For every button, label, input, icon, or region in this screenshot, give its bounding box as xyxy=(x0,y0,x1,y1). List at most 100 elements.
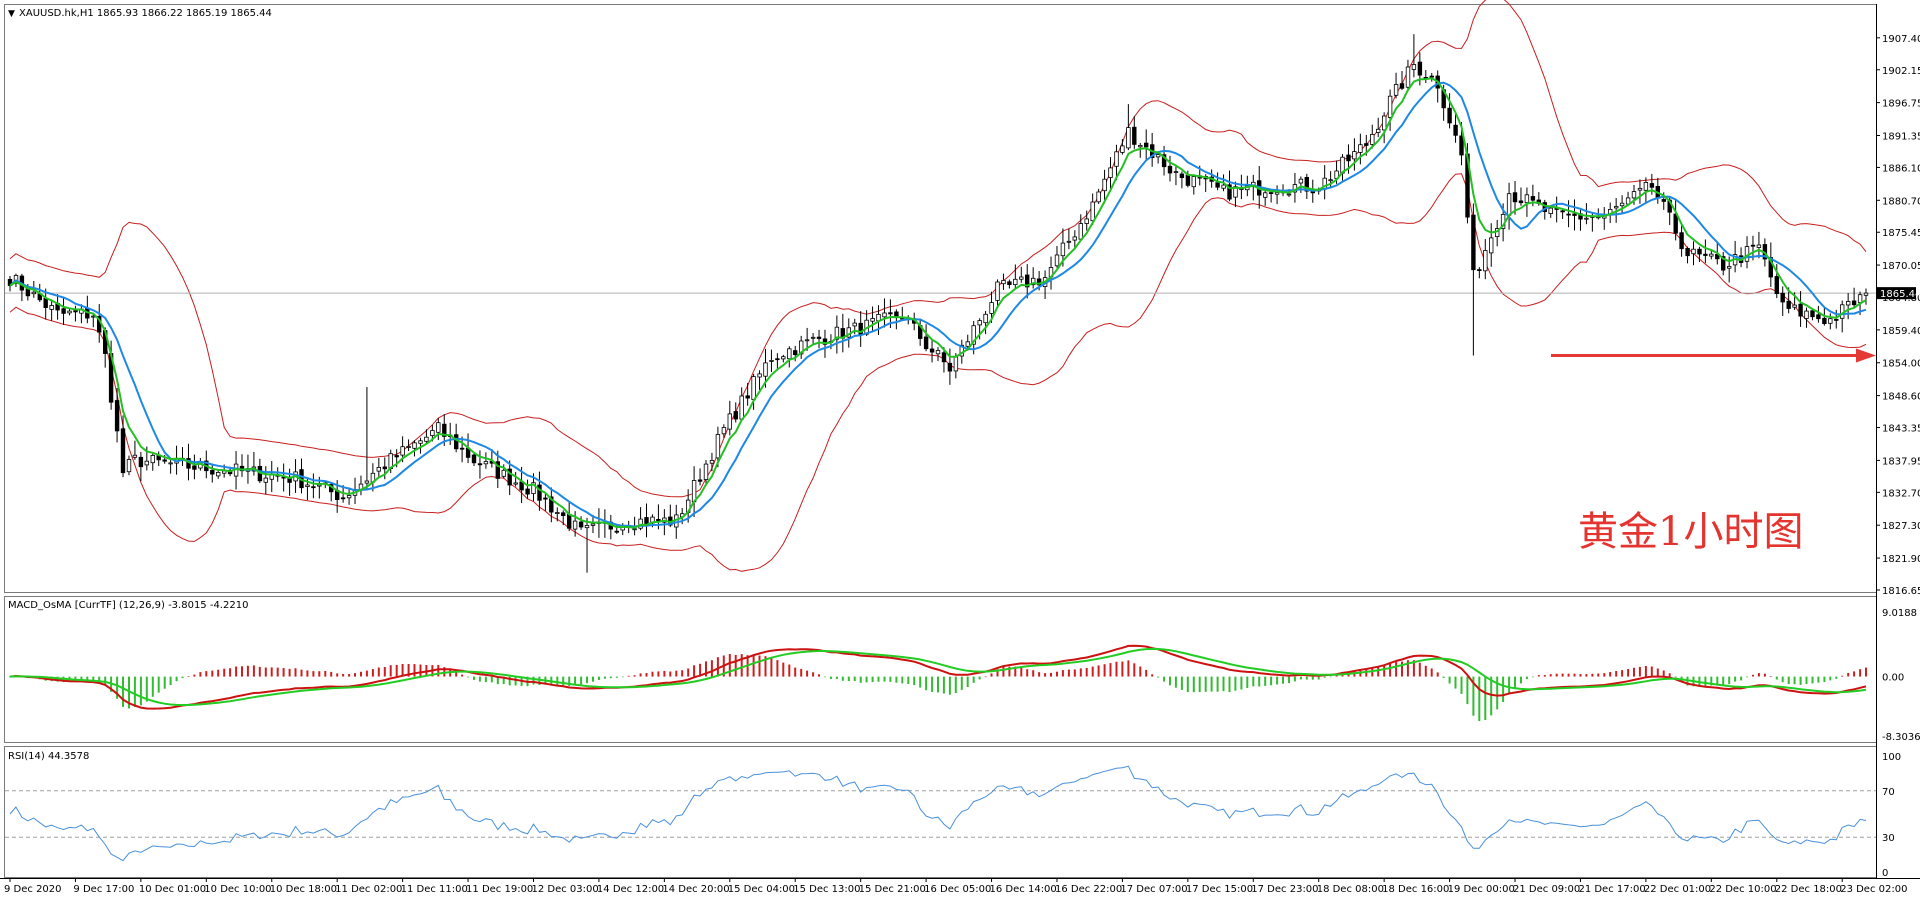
rsi-pane[interactable] xyxy=(4,746,1877,878)
candle-body xyxy=(501,469,506,477)
osma-bar xyxy=(728,654,731,677)
candle-body xyxy=(382,466,387,470)
osma-bar xyxy=(1638,666,1641,677)
candle-body xyxy=(1840,304,1845,319)
candle-body xyxy=(1036,278,1042,286)
osma-bar xyxy=(473,676,475,680)
osma-bar xyxy=(1811,676,1814,684)
osma-bar xyxy=(1258,676,1261,687)
osma-bar xyxy=(294,668,297,677)
osma-bar xyxy=(568,676,571,687)
candle-body xyxy=(1072,236,1077,241)
fast-moving-average-line xyxy=(9,77,1867,529)
osma-bar xyxy=(1412,660,1415,677)
osma-bar xyxy=(199,672,202,677)
osma-bar xyxy=(758,655,761,677)
osma-bar xyxy=(764,656,767,677)
osma-bar xyxy=(1157,676,1160,678)
candle-body xyxy=(769,359,774,362)
osma-bar xyxy=(1734,676,1737,682)
osma-bar xyxy=(1424,665,1427,677)
candle-body xyxy=(715,434,721,459)
candle-body xyxy=(745,395,750,399)
candle-body xyxy=(923,336,929,350)
candle-body xyxy=(1792,304,1797,308)
candle-body xyxy=(1286,193,1292,196)
osma-bar xyxy=(1603,673,1606,677)
candle-body xyxy=(1382,115,1387,131)
candle-body xyxy=(1619,202,1625,207)
candle-body xyxy=(1108,167,1113,178)
osma-bar xyxy=(990,673,993,677)
osma-bar xyxy=(818,674,820,677)
candle-body xyxy=(1453,124,1458,136)
osma-bar xyxy=(461,674,464,677)
osma-bar xyxy=(895,676,898,683)
osma-bar xyxy=(1109,663,1112,677)
osma-bar xyxy=(371,669,374,677)
osma-bar xyxy=(1472,676,1475,716)
time-tick-label: 11 Dec 11:00 xyxy=(401,884,468,895)
candle-body xyxy=(400,446,405,456)
osma-bar xyxy=(925,676,928,691)
osma-bar xyxy=(1050,672,1052,677)
osma-bar xyxy=(901,676,904,684)
osma-bar xyxy=(1591,673,1594,677)
candle-body xyxy=(1727,266,1732,269)
osma-bar xyxy=(1061,670,1064,677)
candle-body xyxy=(947,362,953,372)
osma-bar xyxy=(401,664,404,677)
candle-body xyxy=(775,358,780,361)
candle-body xyxy=(1459,135,1464,156)
osma-bar xyxy=(205,671,208,677)
osma-bar xyxy=(1781,676,1784,683)
osma-bar xyxy=(948,676,951,695)
time-tick-label: 10 Dec 18:00 xyxy=(270,884,337,895)
price-tick-label: 1886.10 xyxy=(1882,163,1920,174)
osma-bar xyxy=(580,676,583,685)
osma-bar xyxy=(877,676,880,682)
osma-bar xyxy=(1728,676,1731,685)
candle-body xyxy=(73,310,78,313)
price-caption: XAUUSD.hk,H1 1865.93 1866.22 1865.19 186… xyxy=(19,8,272,19)
annotation-arrow xyxy=(1551,348,1876,363)
osma-bar xyxy=(139,676,142,706)
osma-bar xyxy=(675,670,678,677)
osma-bar xyxy=(1246,676,1249,688)
time-tick-label: 11 Dec 19:00 xyxy=(466,884,533,895)
osma-bar xyxy=(627,675,630,677)
candle-body xyxy=(1310,191,1315,194)
candle-body xyxy=(953,356,959,372)
osma-bar xyxy=(1567,673,1570,677)
candle-body xyxy=(1268,192,1274,195)
candle-body xyxy=(1661,199,1666,202)
candle-body xyxy=(376,466,381,472)
osma-bar xyxy=(252,665,255,677)
candle-body xyxy=(852,322,857,327)
time-tick-label: 17 Dec 23:00 xyxy=(1251,884,1318,895)
osma-bar xyxy=(770,657,773,677)
osma-bar xyxy=(1662,670,1665,677)
chart-dropdown-icon[interactable]: ▼ xyxy=(8,9,15,19)
candle-body xyxy=(1328,179,1333,182)
time-tick-label: 10 Dec 10:00 xyxy=(204,884,271,895)
candle-body xyxy=(1185,174,1191,186)
candle-body xyxy=(834,326,840,340)
price-pane[interactable] xyxy=(4,4,1877,593)
osma-bar xyxy=(841,676,844,681)
osma-bar xyxy=(1204,676,1207,692)
osma-bar xyxy=(699,663,702,677)
osma-bar xyxy=(455,672,458,677)
candle-body xyxy=(1013,278,1018,285)
osma-bar xyxy=(996,669,999,677)
candle-body xyxy=(495,461,500,479)
candle-body xyxy=(1489,237,1494,254)
osma-bar xyxy=(1103,664,1106,677)
osma-bar xyxy=(687,668,690,677)
candle-body xyxy=(531,482,536,495)
osma-bar xyxy=(122,676,124,707)
signal-line xyxy=(9,647,1867,706)
osma-bar xyxy=(716,657,719,677)
osma-bar xyxy=(478,676,481,682)
